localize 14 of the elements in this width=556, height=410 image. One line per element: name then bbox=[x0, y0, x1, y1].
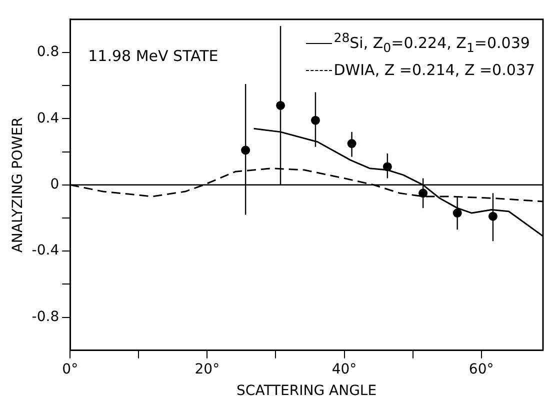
y-axis-title: ANALYZING POWER bbox=[10, 116, 26, 253]
legend-label: DWIA, Z =0.214, Z =0.037 bbox=[334, 60, 535, 82]
annotation: 11.98 MeV STATE bbox=[88, 47, 218, 66]
y-tick-label: 0 bbox=[50, 176, 60, 193]
y-tick-label: -0.8 bbox=[32, 308, 60, 325]
y-tick-label: 0.4 bbox=[36, 110, 60, 126]
x-tick-label: 40° bbox=[332, 361, 357, 378]
x-tick-label: 20° bbox=[194, 361, 220, 378]
x-tick-label: 60° bbox=[468, 361, 494, 378]
y-tick-label: 0.8 bbox=[36, 44, 60, 60]
y-tick-label: -0.4 bbox=[32, 242, 60, 259]
legend-label: $^{28}$Si, Z$_{0}$=0.224, Z$_{1}$=0.039 bbox=[334, 29, 530, 58]
x-tick-label: 0° bbox=[62, 361, 78, 378]
x-axis-title: SCATTERING ANGLE bbox=[236, 383, 377, 400]
